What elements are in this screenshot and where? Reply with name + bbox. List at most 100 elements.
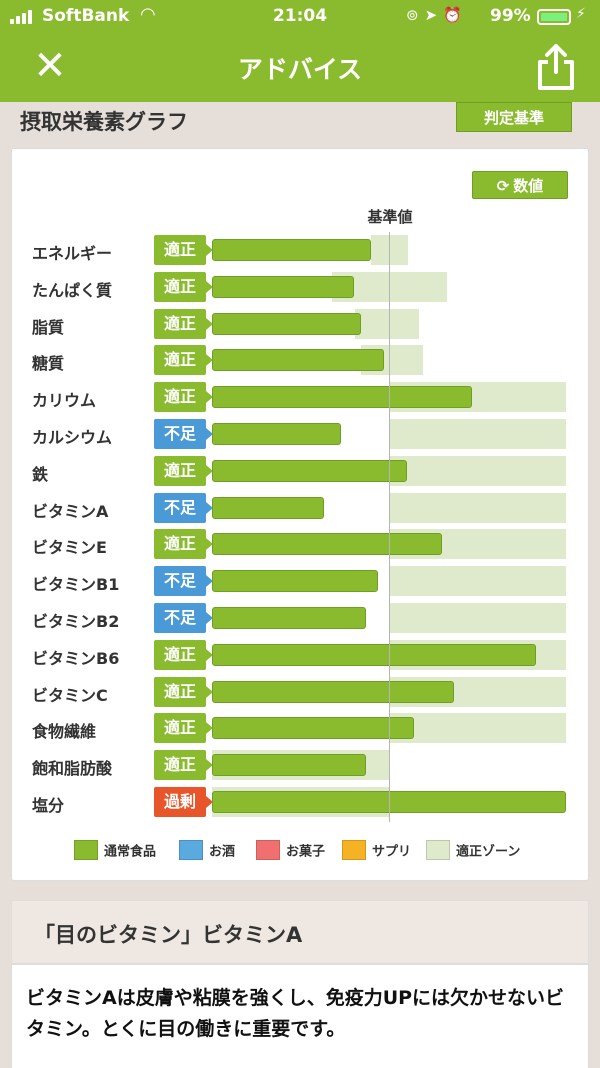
- nutrient-label: ビタミンE: [32, 538, 107, 558]
- intake-bar: [212, 643, 536, 666]
- legend-label: お菓子: [286, 844, 326, 860]
- intake-bar: [212, 459, 407, 482]
- intake-bar: [212, 496, 324, 519]
- standard-value-label: 基準値: [367, 208, 413, 226]
- nutrient-label: 塩分: [32, 796, 65, 815]
- nutrient-label: 脂質: [32, 317, 65, 337]
- standard-value-line: [389, 232, 390, 822]
- nutrient-row: ビタミンC 適正: [0, 674, 600, 711]
- legend-label: 通常食品: [104, 844, 157, 860]
- nutrient-label: たんぱく質: [32, 280, 113, 300]
- battery-icon: [537, 9, 571, 25]
- optimal-zone: [389, 566, 566, 597]
- status-badge: 不足: [154, 492, 213, 523]
- advice-body: ビタミンAは皮膚や粘膜を強くし、免疫力UPには欠かせないビタミン。とくに目の働き…: [11, 964, 589, 1068]
- nutrient-row: 脂質 適正: [0, 306, 600, 343]
- legend-swatch: [426, 840, 450, 860]
- nutrient-row: たんぱく質 適正: [0, 269, 600, 306]
- nutrient-row: カルシウム 不足: [0, 416, 600, 453]
- status-badge: 適正: [154, 308, 213, 339]
- nutrient-label: カリウム: [32, 391, 97, 411]
- intake-bar: [212, 312, 361, 335]
- legend-item: サプリ: [342, 840, 411, 860]
- nutrient-row: 飽和脂肪酸 適正: [0, 747, 600, 784]
- nutrient-label: 飽和脂肪酸: [32, 759, 113, 779]
- numbers-toggle-button[interactable]: ⟳ 数値: [472, 171, 568, 199]
- status-icons: ⊚➤⏰: [406, 6, 468, 24]
- intake-bar: [212, 349, 384, 372]
- nutrient-row: ビタミンB1 不足: [0, 563, 600, 600]
- legend-swatch: [256, 840, 280, 860]
- status-badge: 適正: [154, 271, 213, 302]
- intake-bar: [212, 680, 455, 703]
- status-badge: 不足: [154, 419, 213, 449]
- graph-title: 摂取栄養素グラフ: [20, 110, 188, 134]
- nutrient-row: エネルギー 適正: [0, 232, 600, 269]
- graph-section-header: 摂取栄養素グラフ: [0, 102, 600, 148]
- nutrient-label: ビタミンA: [32, 501, 109, 521]
- nutrient-label: ビタミンB1: [32, 575, 120, 595]
- intake-bar: [212, 570, 379, 593]
- nutrient-label: 糖質: [32, 354, 65, 374]
- intake-bar: [212, 533, 443, 556]
- nutrient-row: ビタミンE 適正: [0, 526, 600, 563]
- optimal-zone: [389, 713, 566, 744]
- advice-title: 「目のビタミン」ビタミンA: [34, 923, 303, 947]
- refresh-icon: ⟳: [496, 177, 510, 195]
- optimal-zone: [355, 308, 420, 339]
- legend-swatch: [179, 840, 203, 860]
- status-badge: 適正: [154, 345, 213, 376]
- optimal-zone: [389, 419, 566, 449]
- status-badge: 不足: [154, 603, 213, 633]
- status-badge: 適正: [154, 529, 213, 560]
- status-time: 21:04: [272, 6, 328, 26]
- optimal-zone: [389, 455, 566, 486]
- status-badge: 適正: [154, 750, 213, 781]
- intake-bar: [212, 754, 366, 777]
- nutrient-row: ビタミンB6 適正: [0, 637, 600, 674]
- status-badge: 適正: [154, 676, 213, 707]
- nutrient-row: 塩分 過剰: [0, 784, 600, 821]
- nutrient-row: 糖質 適正: [0, 342, 600, 379]
- top-bar: SoftBank ◠ 21:04 ⊚➤⏰ 99% ⚡ ✕ アドバイス: [0, 0, 600, 102]
- legend-item: お菓子: [256, 840, 325, 860]
- nutrient-row: カリウム 適正: [0, 379, 600, 416]
- nutrient-label: 食物繊維: [32, 722, 97, 742]
- status-badge: 適正: [154, 713, 213, 744]
- nutrient-label: ビタミンC: [32, 685, 108, 705]
- close-button[interactable]: ✕: [33, 43, 67, 89]
- status-badge: 不足: [154, 566, 213, 597]
- wifi-icon: ◠: [140, 4, 156, 25]
- intake-bar: [212, 717, 414, 740]
- legend-label: サプリ: [372, 844, 412, 860]
- signal-icon: [10, 10, 32, 24]
- nutrient-row: 食物繊維 適正: [0, 710, 600, 747]
- legend-item: 適正ゾーン: [426, 840, 520, 860]
- optimal-zone: [389, 492, 566, 523]
- share-icon[interactable]: [534, 42, 578, 92]
- advice-text: ビタミンAは皮膚や粘膜を強くし、免疫力UPには欠かせないビタミン。とくに目の働き…: [26, 987, 565, 1040]
- intake-bar: [212, 275, 354, 298]
- nutrient-label: 鉄: [32, 464, 49, 484]
- legend-label: 適正ゾーン: [456, 844, 521, 860]
- intake-bar: [212, 423, 342, 445]
- legend-swatch: [74, 840, 98, 860]
- status-badge: 過剰: [154, 787, 213, 817]
- numbers-toggle-label: 数値: [513, 177, 544, 195]
- criteria-button[interactable]: 判定基準: [456, 102, 572, 132]
- nutrient-label: ビタミンB2: [32, 612, 120, 631]
- nutrient-label: エネルギー: [32, 244, 113, 263]
- nutrient-row: ビタミンB2 不足: [0, 600, 600, 637]
- carrier-name: SoftBank: [42, 6, 130, 26]
- status-badge: 適正: [154, 455, 213, 486]
- intake-bar: [212, 239, 372, 261]
- intake-bar: [212, 607, 366, 629]
- nutrient-row: 鉄 適正: [0, 453, 600, 490]
- legend-label: お酒: [209, 844, 236, 860]
- charging-icon: ⚡: [576, 6, 586, 22]
- nutrient-label: カルシウム: [32, 428, 113, 447]
- battery-percent: 99%: [490, 6, 531, 26]
- page-title: アドバイス: [237, 55, 363, 84]
- optimal-zone: [389, 603, 566, 633]
- nutrient-label: ビタミンB6: [32, 648, 120, 668]
